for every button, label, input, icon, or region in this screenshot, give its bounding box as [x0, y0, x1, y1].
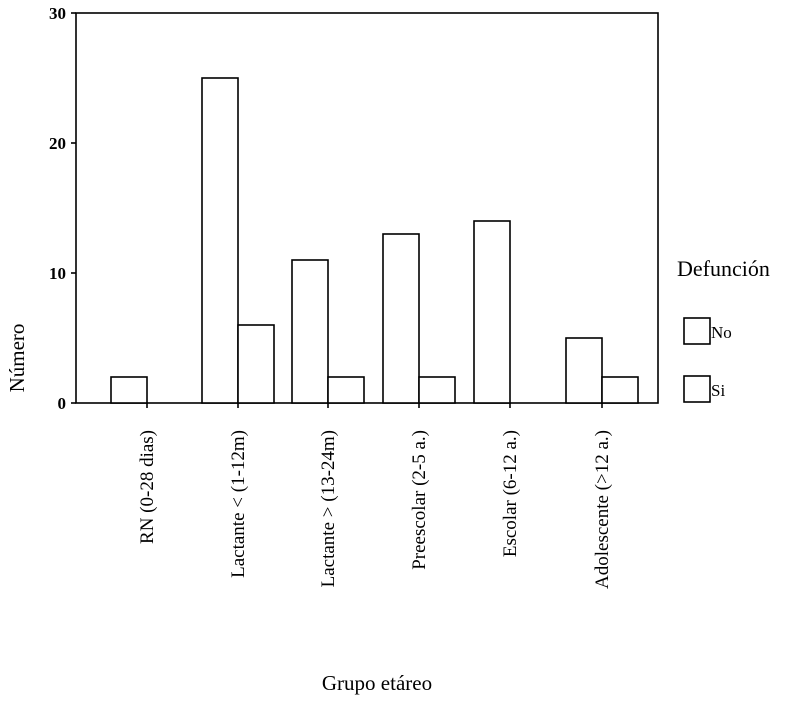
x-category-label: RN (0-28 dias)	[137, 430, 158, 544]
legend-swatch-si	[683, 375, 711, 403]
bar-no-0	[110, 376, 148, 404]
legend-label-si: Si	[711, 381, 725, 400]
bar-no-3	[382, 233, 420, 404]
bar-no-5	[565, 337, 603, 404]
y-tick-label: 10	[49, 264, 66, 283]
y-axis-title: Número	[5, 324, 29, 393]
bar-no-1	[201, 77, 239, 404]
y-tick-label: 20	[49, 134, 66, 153]
bar-si-1	[237, 324, 275, 404]
x-axis-ticks	[146, 403, 603, 408]
bars	[110, 77, 639, 404]
bar-no-4	[473, 220, 511, 404]
y-tick-label: 30	[49, 4, 66, 23]
x-category-label: Preescolar (2-5 a.)	[409, 430, 430, 570]
y-axis-ticks: 0 10 20 30	[49, 4, 76, 413]
x-axis-labels: RN (0-28 dias) Lactante < (1-12m) Lactante…	[137, 430, 613, 589]
x-category-label: Adolescente (>12 a.)	[592, 430, 613, 589]
x-category-label: Lactante > (13-24m)	[318, 430, 339, 587]
y-tick-label: 0	[58, 394, 67, 413]
legend-label-no: No	[711, 323, 732, 342]
legend-title: Defunción	[677, 256, 770, 281]
x-axis-title: Grupo etáreo	[322, 671, 432, 695]
bar-no-2	[291, 259, 329, 404]
legend: No Si	[683, 317, 732, 403]
x-category-label: Lactante < (1-12m)	[228, 430, 249, 578]
plot-area	[75, 12, 659, 404]
bar-si-5	[601, 376, 639, 404]
plot-frame	[75, 12, 659, 404]
bar-si-2	[327, 376, 365, 404]
legend-swatch-no	[683, 317, 711, 345]
x-category-label: Escolar (6-12 a.)	[500, 430, 521, 557]
bar-si-3	[418, 376, 456, 404]
